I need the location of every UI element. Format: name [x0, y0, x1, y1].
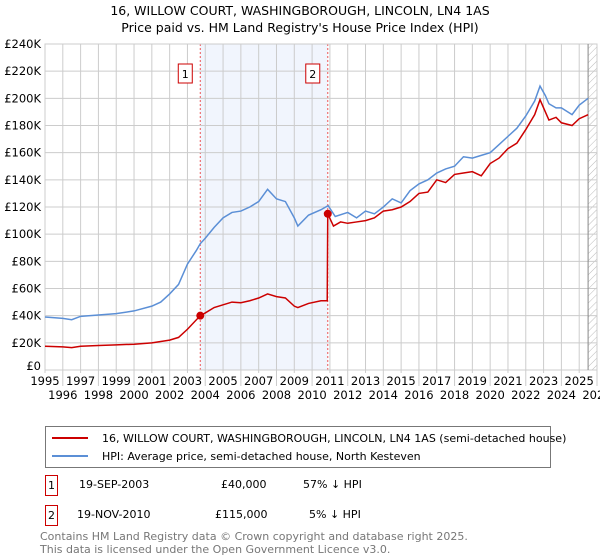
y-tick-label: £80K — [12, 254, 42, 268]
y-tick-label: £20K — [12, 336, 42, 350]
x-tick-label: 2007 — [244, 374, 273, 388]
y-tick-label: £160K — [4, 146, 41, 160]
x-tick-label: 2012 — [333, 388, 362, 402]
y-tick-label: £100K — [4, 227, 41, 241]
x-tick-label: 1998 — [84, 388, 113, 402]
sale-label-box — [305, 63, 321, 84]
x-tick-label: 2003 — [173, 374, 202, 388]
x-tick-label: 2000 — [119, 388, 148, 402]
sale-row-2: 2 19-NOV-2010 £115,000 5% ↓ HPI — [45, 505, 365, 526]
hpi-line — [44, 84, 589, 321]
x-tick-label: 2025 — [565, 374, 594, 388]
x-tick-label: 2020 — [476, 388, 505, 402]
price-chart: 1 219951996199719981999200020012002200320… — [4, 37, 600, 402]
x-tick-label: 2016 — [404, 388, 433, 402]
x-tick-label: 2018 — [440, 388, 469, 402]
sale-price: £115,000 — [215, 508, 268, 521]
sale-row-1: 1 19-SEP-2003 £40,000 57% ↓ HPI — [45, 475, 365, 496]
legend-swatch-property — [52, 437, 88, 439]
y-tick-label: £140K — [4, 173, 41, 187]
x-tick-label: 2014 — [369, 388, 398, 402]
sale-price: £40,000 — [221, 478, 267, 491]
x-tick-label: 1995 — [30, 374, 59, 388]
property-price-line — [44, 97, 589, 349]
x-tick-label: 2011 — [315, 374, 344, 388]
x-tick-label: 2005 — [208, 374, 237, 388]
footer-line-1: Contains HM Land Registry data © Crown c… — [40, 530, 468, 543]
y-tick-label: £200K — [4, 91, 41, 105]
x-tick-label: 2017 — [422, 374, 451, 388]
x-tick-label: 2002 — [155, 388, 184, 402]
plot-frame — [44, 43, 598, 371]
x-tick-label: 2024 — [547, 388, 576, 402]
sale-hpi-diff: 57% ↓ HPI — [303, 478, 362, 491]
y-tick-label: £0 — [26, 359, 41, 373]
sale-label-text: 2 — [309, 68, 316, 81]
chart-title: 16, WILLOW COURT, WASHINGBOROUGH, LINCOL… — [110, 3, 490, 18]
footer-line-2: This data is licensed under the Open Gov… — [40, 543, 391, 556]
legend-label-hpi: HPI: Average price, semi-detached house,… — [102, 449, 421, 463]
x-tick-label: 1999 — [102, 374, 131, 388]
x-tick-label: 2010 — [297, 388, 326, 402]
x-tick-label: 2022 — [511, 388, 540, 402]
y-tick-label: £60K — [12, 282, 42, 296]
x-tick-label: 2006 — [226, 388, 255, 402]
sale-label-box — [177, 63, 193, 84]
y-tick-label: £240K — [4, 37, 41, 51]
sale-point — [196, 311, 205, 320]
y-tick-label: £40K — [12, 309, 42, 323]
footer: Contains HM Land Registry data © Crown c… — [40, 530, 468, 556]
legend-swatch-hpi — [52, 455, 88, 457]
x-tick-label: 2015 — [386, 374, 415, 388]
x-tick-label: 2023 — [529, 374, 558, 388]
y-tick-label: £180K — [4, 119, 41, 133]
sale-marker-2: 2 — [45, 505, 58, 526]
x-tick-label: 2008 — [262, 388, 291, 402]
sale-point — [323, 209, 332, 218]
legend-label-property: 16, WILLOW COURT, WASHINGBOROUGH, LINCOL… — [102, 431, 567, 445]
x-tick-label: 1996 — [48, 388, 77, 402]
x-tick-label: 2013 — [351, 374, 380, 388]
sale-date: 19-NOV-2010 — [77, 508, 151, 521]
sale-label-text: 1 — [182, 68, 189, 81]
x-tick-label: 2021 — [493, 374, 522, 388]
y-tick-label: £120K — [4, 200, 41, 214]
sale-marker-1: 1 — [45, 475, 58, 496]
x-tick-label: 2004 — [191, 388, 220, 402]
legend: 16, WILLOW COURT, WASHINGBOROUGH, LINCOL… — [45, 426, 566, 468]
x-tick-label: 2026 — [582, 388, 600, 402]
chart-subtitle: Price paid vs. HM Land Registry's House … — [121, 20, 479, 35]
x-tick-label: 2019 — [458, 374, 487, 388]
x-tick-label: 2009 — [280, 374, 309, 388]
x-tick-label: 1997 — [66, 374, 95, 388]
y-tick-label: £220K — [4, 64, 41, 78]
sale-hpi-diff: 5% ↓ HPI — [309, 508, 361, 521]
sale-date: 19-SEP-2003 — [79, 478, 150, 491]
x-tick-label: 2001 — [137, 374, 166, 388]
